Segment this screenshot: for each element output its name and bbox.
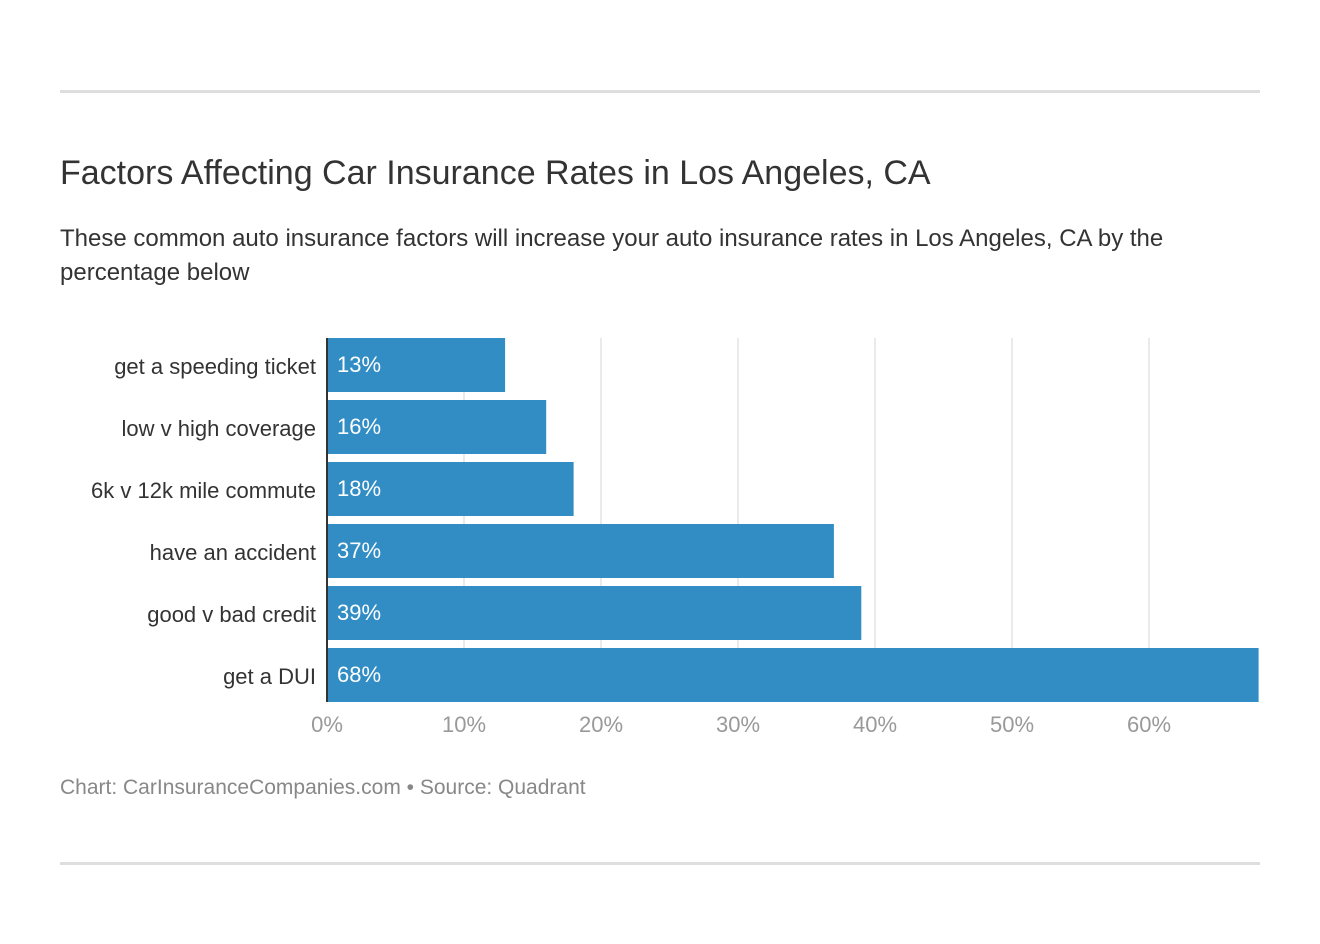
data-label: 68% (337, 662, 381, 687)
bottom-divider (60, 862, 1260, 865)
data-label: 39% (337, 600, 381, 625)
category-label: have an accident (150, 540, 316, 565)
x-tick-label: 40% (853, 712, 897, 737)
bar (327, 400, 547, 454)
x-tick-label: 50% (990, 712, 1034, 737)
data-label: 16% (337, 414, 381, 439)
x-tick-label: 20% (579, 712, 623, 737)
category-label: low v high coverage (122, 416, 316, 441)
data-label: 37% (337, 538, 381, 563)
data-label: 18% (337, 476, 381, 501)
bar (327, 338, 506, 392)
chart-footer: Chart: CarInsuranceCompanies.com • Sourc… (60, 776, 586, 799)
category-label: get a DUI (223, 664, 316, 689)
category-label: good v bad credit (147, 602, 316, 627)
category-label: 6k v 12k mile commute (91, 478, 316, 503)
category-label: get a speeding ticket (114, 354, 316, 379)
bar (327, 648, 1259, 702)
chart-title: Factors Affecting Car Insurance Rates in… (60, 154, 931, 192)
top-divider (60, 90, 1260, 93)
x-tick-label: 30% (716, 712, 760, 737)
x-tick-label: 0% (311, 712, 343, 737)
x-tick-label: 60% (1127, 712, 1171, 737)
data-label: 13% (337, 352, 381, 377)
bar (327, 586, 862, 640)
bar (327, 524, 834, 578)
bar-chart: 0% 10% 20% 30% 40% 50% 60% get a speeding ticke… (91, 338, 1259, 737)
chart-subtitle: These common auto insurance factors will… (60, 225, 1164, 286)
x-tick-label: 10% (442, 712, 486, 737)
bar (327, 462, 574, 516)
